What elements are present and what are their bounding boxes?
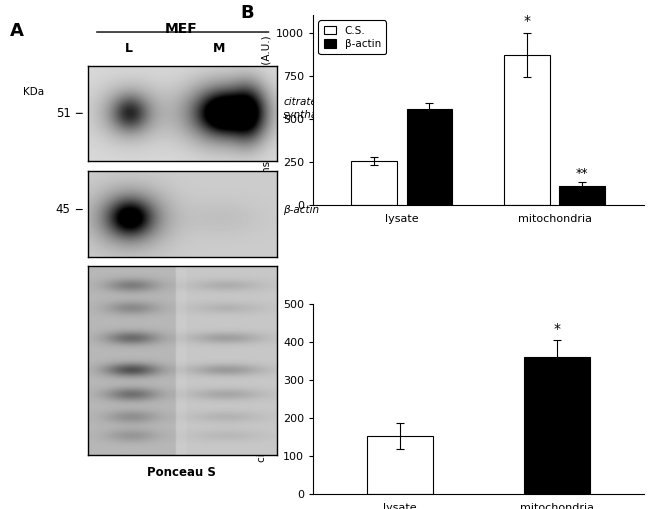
- Text: KDa: KDa: [23, 87, 44, 97]
- Text: 51: 51: [56, 107, 71, 120]
- Text: 45: 45: [56, 203, 71, 216]
- Text: B: B: [240, 4, 254, 22]
- Text: citrate
synthase: citrate synthase: [283, 97, 330, 120]
- Bar: [524, 357, 590, 494]
- Bar: [406, 109, 452, 205]
- Bar: [504, 55, 551, 205]
- Text: **: **: [576, 167, 589, 180]
- Text: C: C: [240, 293, 254, 310]
- Text: MEF: MEF: [165, 22, 198, 37]
- Bar: [352, 161, 397, 205]
- Y-axis label: densitometric analysis (A.U.): densitometric analysis (A.U.): [262, 35, 272, 185]
- Text: β-actin: β-actin: [283, 205, 319, 214]
- Legend: C.S., β-actin: C.S., β-actin: [318, 20, 386, 54]
- Text: *: *: [524, 14, 531, 28]
- Text: Ponceau S: Ponceau S: [147, 466, 216, 479]
- Text: M: M: [213, 42, 226, 54]
- Y-axis label: citrate synthase activity
(nmol / min x mg): citrate synthase activity (nmol / min x …: [257, 335, 279, 462]
- Bar: [560, 186, 605, 205]
- Text: L: L: [125, 42, 133, 54]
- Text: A: A: [9, 22, 23, 40]
- Text: *: *: [554, 322, 560, 336]
- Bar: [367, 436, 433, 494]
